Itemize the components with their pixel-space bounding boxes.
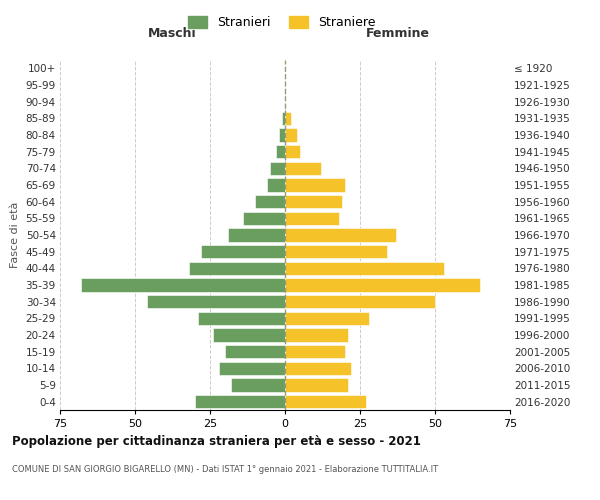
Bar — [285, 278, 480, 291]
Bar — [279, 128, 285, 141]
Bar — [219, 362, 285, 375]
Legend: Stranieri, Straniere: Stranieri, Straniere — [184, 11, 380, 34]
Bar — [285, 212, 339, 225]
Bar — [285, 128, 297, 141]
Bar — [270, 162, 285, 175]
Bar — [285, 395, 366, 408]
Text: COMUNE DI SAN GIORGIO BIGARELLO (MN) - Dati ISTAT 1° gennaio 2021 - Elaborazione: COMUNE DI SAN GIORGIO BIGARELLO (MN) - D… — [12, 465, 438, 474]
Text: Popolazione per cittadinanza straniera per età e sesso - 2021: Popolazione per cittadinanza straniera p… — [12, 435, 421, 448]
Bar — [147, 295, 285, 308]
Y-axis label: Fasce di età: Fasce di età — [10, 202, 20, 268]
Bar — [285, 362, 351, 375]
Bar — [243, 212, 285, 225]
Bar — [255, 195, 285, 208]
Bar — [285, 195, 342, 208]
Bar — [231, 378, 285, 392]
Bar — [189, 262, 285, 275]
Bar — [201, 245, 285, 258]
Bar — [285, 345, 345, 358]
Bar — [285, 378, 348, 392]
Bar — [285, 245, 387, 258]
Bar — [195, 395, 285, 408]
Text: Femmine: Femmine — [365, 27, 430, 40]
Bar — [276, 145, 285, 158]
Bar — [285, 295, 435, 308]
Bar — [285, 328, 348, 342]
Bar — [228, 228, 285, 241]
Bar — [285, 162, 321, 175]
Bar — [282, 112, 285, 125]
Bar — [198, 312, 285, 325]
Bar — [285, 145, 300, 158]
Bar — [285, 312, 369, 325]
Bar — [285, 228, 396, 241]
Bar — [285, 262, 444, 275]
Bar — [213, 328, 285, 342]
Bar — [285, 112, 291, 125]
Text: Maschi: Maschi — [148, 27, 197, 40]
Bar — [267, 178, 285, 192]
Bar — [225, 345, 285, 358]
Bar — [81, 278, 285, 291]
Bar — [285, 178, 345, 192]
